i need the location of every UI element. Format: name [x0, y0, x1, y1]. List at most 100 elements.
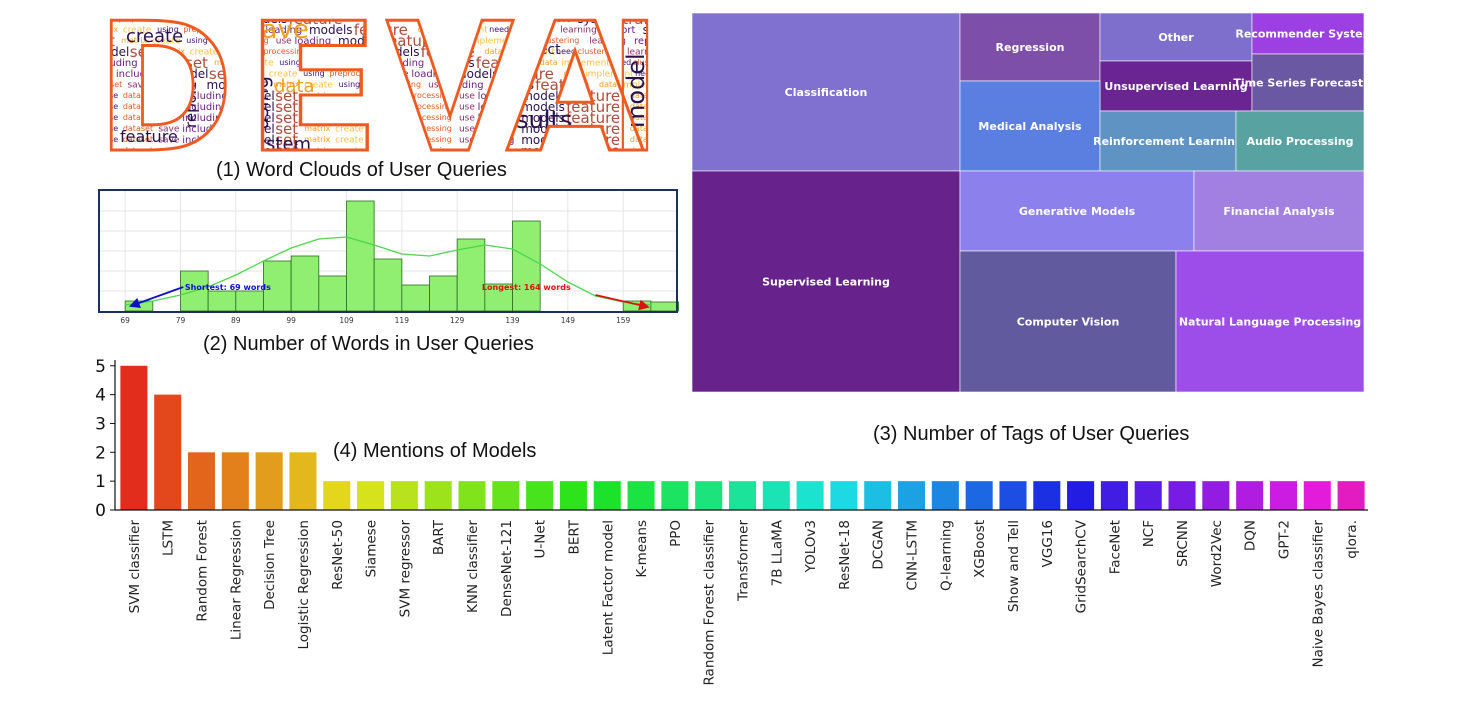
model-bar-siamese: [357, 481, 385, 510]
treemap-label: Natural Language Processing: [1179, 316, 1361, 329]
model-bar-show-and-tell: [999, 481, 1027, 510]
tags-treemap: Classification Supervised Learning Regress…: [692, 13, 1364, 393]
model-bar-cnn-lstm: [898, 481, 926, 510]
treemap-cell-audio-processing: Audio Processing: [1235, 110, 1364, 172]
word-cloud-word: data: [540, 58, 558, 67]
model-bar-decision-tree: [255, 452, 283, 510]
model-tick-label: GPT-2: [1276, 520, 1292, 559]
histogram-x-tick-label: 79: [176, 316, 186, 325]
word-cloud-word: using: [186, 36, 208, 45]
treemap-cell-regression: Regression: [959, 13, 1101, 82]
word-cloud-word: learning: [495, 15, 532, 25]
word-cloud-word: preprocessing: [396, 102, 452, 111]
word-cloud-word: using: [249, 76, 273, 130]
model-tick-label: K-means: [634, 520, 650, 578]
word-cloud-word: data: [274, 76, 315, 97]
word-cloud-word: create: [335, 92, 364, 102]
model-bar-qlora: [1337, 481, 1365, 510]
word-cloud-word: dataset: [123, 91, 153, 100]
word-cloud-letter-d: D: [96, 10, 234, 160]
model-tick-label: qlora.: [1344, 520, 1360, 559]
word-cloud-word: models: [244, 12, 288, 26]
model-bar-facenet: [1100, 481, 1128, 510]
word-cloud-word: loading: [478, 91, 515, 102]
treemap-cell-unsupervised-learning: Unsupervised Learning: [1099, 60, 1253, 112]
word-cloud-word: create: [335, 114, 364, 124]
word-cloud-word: matrix: [304, 113, 330, 122]
treemap-cell-time-series-forecasting: Time Series Forecasting: [1233, 53, 1364, 112]
word-cloud-word: report: [605, 25, 636, 36]
word-cloud-word: implement: [651, 136, 656, 146]
model-tick-label: 7B LLaMA: [769, 519, 785, 586]
word-cloud-word: please: [96, 146, 118, 155]
longest-arrow: [595, 294, 650, 311]
histogram-bar: [650, 301, 679, 312]
model-tick-label: Latent Factor model: [600, 520, 616, 655]
word-cloud-word: including: [151, 80, 197, 91]
histogram-bar: [373, 258, 403, 312]
word-cloud-word: save: [158, 103, 180, 113]
word-cloud-word: use: [393, 70, 409, 80]
word-cloud-word: implement: [561, 59, 610, 69]
word-cloud-word: matrix: [214, 58, 240, 67]
word-cloud-word: please: [96, 102, 118, 111]
word-cloud-word: including: [182, 102, 228, 113]
word-cloud-word: implement: [651, 92, 656, 102]
word-cloud-word: including: [182, 124, 228, 135]
word-cloud-word: matrix: [96, 25, 118, 34]
word-cloud-word: clustering: [633, 58, 656, 67]
word-cloud-word: using: [339, 80, 361, 89]
treemap-cell-recommender-systems: Recommender Systems: [1235, 13, 1364, 55]
treemap-rect: [1251, 13, 1364, 55]
word-cloud-word: data: [630, 102, 648, 111]
word-cloud-word: feature: [566, 87, 620, 105]
word-cloud-word: use: [247, 26, 263, 36]
model-tick-label: LSTM: [161, 520, 177, 556]
word-cloud-word: model: [171, 67, 208, 81]
word-cloud-word: system: [578, 12, 621, 26]
word-cloud-word: save: [158, 136, 180, 146]
word-cloud-word: loading: [265, 25, 302, 36]
word-cloud-word: using: [369, 146, 391, 155]
histogram-x-tick-label: 149: [561, 316, 576, 325]
word-cloud-word: models: [521, 100, 565, 114]
models-y-tick-label: 5: [95, 357, 106, 377]
model-mentions-chart: SVM classifier LSTM Random Forest Linear Re…: [95, 357, 1368, 686]
word-cloud-word: loading: [478, 146, 515, 157]
treemap-rect: [959, 250, 1177, 393]
word-cloud-word: preprocessing: [329, 69, 385, 78]
treemap-cell-other: Other: [1099, 13, 1253, 62]
word-cloud-word: loading: [200, 14, 237, 25]
histogram-x-tick-label: 159: [616, 316, 631, 325]
treemap-label: Reinforcement Learning: [1093, 135, 1243, 148]
treemap-cell-generative-models: Generative Models: [959, 170, 1195, 252]
word-cloud-word: report: [540, 14, 571, 25]
word-cloud-word: models: [521, 89, 565, 103]
word-cloud-word: loading: [294, 36, 331, 47]
treemap-rect: [1235, 110, 1364, 172]
word-cloud-word: models: [521, 122, 565, 136]
word-cloud-word: create: [126, 26, 183, 47]
word-cloud-word: feature: [566, 131, 620, 149]
model-tick-label: BART: [431, 519, 447, 555]
word-cloud-letter-e: E: [244, 10, 382, 160]
word-cloud-word: training: [622, 10, 656, 28]
word-cloud-word: data: [630, 91, 648, 100]
word-cloud-word: feature: [566, 142, 620, 160]
word-cloud-word: create: [123, 26, 152, 36]
model-tick-label: DenseNet-121: [499, 520, 515, 617]
model-bar-random-forest-classifier: [695, 481, 723, 510]
word-cloud-word: feature: [500, 65, 554, 83]
histogram-x-tick-label: 69: [120, 316, 130, 325]
model-bar-random-forest: [188, 452, 216, 510]
word-cloud-word: create: [335, 147, 364, 157]
word-cloud-word: feature: [535, 76, 589, 94]
word-cloud-word: feature: [566, 98, 620, 116]
model-bar-resnet-50: [323, 481, 351, 510]
word-cloud-word: report: [182, 82, 200, 128]
word-cloud-word: set: [275, 120, 298, 138]
word-cloud-word: learning: [627, 48, 656, 58]
treemap-rect: [1251, 53, 1364, 112]
model-tick-label: Show and Tell: [1006, 520, 1022, 612]
histogram-x-tick-label: 119: [395, 316, 410, 325]
